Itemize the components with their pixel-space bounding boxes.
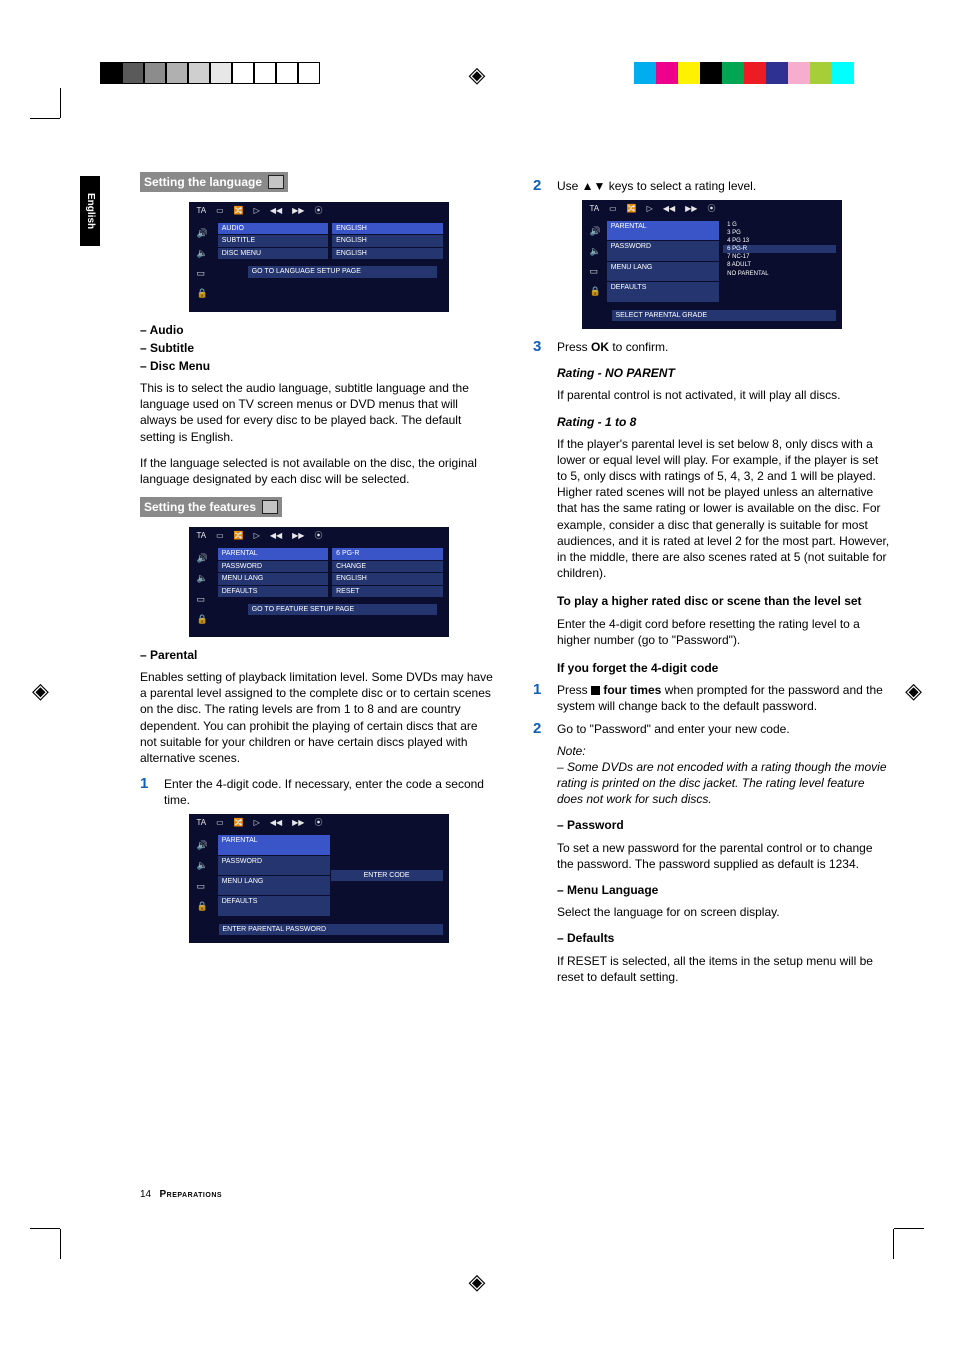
stop-icon bbox=[591, 686, 600, 695]
bullet-parental: Parental bbox=[140, 647, 497, 663]
step-text: Go to "Password" and enter your new code… bbox=[557, 721, 890, 737]
left-column: Setting the language TA▭🔀▷◀◀▶▶⦿ 🔊🔈▭🔒 AUD… bbox=[140, 172, 497, 995]
section-title-label: Setting the language bbox=[144, 174, 262, 190]
paragraph: Select the language for on screen displa… bbox=[557, 904, 890, 920]
right-column: 2 Use ▲▼ keys to select a rating level. … bbox=[533, 172, 890, 995]
bullet-audio: Audio bbox=[140, 322, 497, 338]
paragraph: Enter the 4-digit cord before resetting … bbox=[557, 616, 890, 648]
step-text: Press four times when prompted for the p… bbox=[557, 682, 890, 714]
lock-icon bbox=[262, 500, 278, 514]
page-footer: 14 Preparations bbox=[140, 1188, 222, 1202]
registration-mark-left: ◈ bbox=[32, 676, 49, 706]
note: Note: – Some DVDs are not encoded with a… bbox=[557, 743, 890, 808]
section-title-features: Setting the features bbox=[140, 497, 282, 517]
heading-forget-code: If you forget the 4-digit code bbox=[557, 660, 890, 676]
language-tab: English bbox=[80, 176, 100, 246]
osd-language-menu: TA▭🔀▷◀◀▶▶⦿ 🔊🔈▭🔒 AUDIOENGLISH SUBTITLEENG… bbox=[189, 202, 449, 311]
osd-feature-menu: TA▭🔀▷◀◀▶▶⦿ 🔊🔈▭🔒 PARENTAL6 PG-R PASSWORDC… bbox=[189, 527, 449, 636]
heading-play-higher: To play a higher rated disc or scene tha… bbox=[557, 593, 890, 609]
bullet-defaults: Defaults bbox=[557, 930, 890, 946]
section-title-language: Setting the language bbox=[140, 172, 288, 192]
section-title-label: Setting the features bbox=[144, 499, 256, 515]
paragraph: If the language selected is not availabl… bbox=[140, 455, 497, 487]
paragraph: This is to select the audio language, su… bbox=[140, 380, 497, 445]
heading-rating-1to8: Rating - 1 to 8 bbox=[557, 414, 890, 430]
registration-mark-top: ◈ bbox=[469, 60, 486, 90]
step-3: 3 Press OK to confirm. bbox=[533, 339, 890, 355]
paragraph: If parental control is not activated, it… bbox=[557, 387, 890, 403]
audio-icon bbox=[268, 175, 284, 189]
step-number: 1 bbox=[533, 682, 547, 714]
osd-enter-code: TA▭🔀▷◀◀▶▶⦿ 🔊🔈▭🔒 PARENTAL PASSWORD MENU L… bbox=[189, 814, 449, 943]
step-number: 1 bbox=[140, 776, 154, 808]
step-text: Use ▲▼ keys to select a rating level. bbox=[557, 178, 890, 194]
step-1: 1 Enter the 4-digit code. If necessary, … bbox=[140, 776, 497, 808]
forget-step-1: 1 Press four times when prompted for the… bbox=[533, 682, 890, 714]
forget-step-2: 2 Go to "Password" and enter your new co… bbox=[533, 721, 890, 737]
heading-rating-noparent: Rating - NO PARENT bbox=[557, 365, 890, 381]
bullet-password: Password bbox=[557, 817, 890, 833]
paragraph: If RESET is selected, all the items in t… bbox=[557, 953, 890, 985]
paragraph: To set a new password for the parental c… bbox=[557, 840, 890, 872]
bullet-subtitle: Subtitle bbox=[140, 340, 497, 356]
step-text: Enter the 4-digit code. If necessary, en… bbox=[164, 776, 497, 808]
step-number: 2 bbox=[533, 178, 547, 194]
osd-rating-menu: TA▭🔀▷◀◀▶▶⦿ 🔊🔈▭🔒 PARENTALPASSWORDMENU LAN… bbox=[582, 200, 842, 329]
bullet-menulang: Menu Language bbox=[557, 882, 890, 898]
paragraph: If the player's parental level is set be… bbox=[557, 436, 890, 582]
step-number: 2 bbox=[533, 721, 547, 737]
registration-mark-bottom: ◈ bbox=[469, 1267, 486, 1297]
step-2: 2 Use ▲▼ keys to select a rating level. bbox=[533, 178, 890, 194]
bullet-discmenu: Disc Menu bbox=[140, 358, 497, 374]
registration-mark-right: ◈ bbox=[905, 676, 922, 706]
paragraph: Enables setting of playback limitation l… bbox=[140, 669, 497, 766]
step-number: 3 bbox=[533, 339, 547, 355]
footer-section: Preparations bbox=[159, 1189, 222, 1200]
step-text: Press OK to confirm. bbox=[557, 339, 890, 355]
